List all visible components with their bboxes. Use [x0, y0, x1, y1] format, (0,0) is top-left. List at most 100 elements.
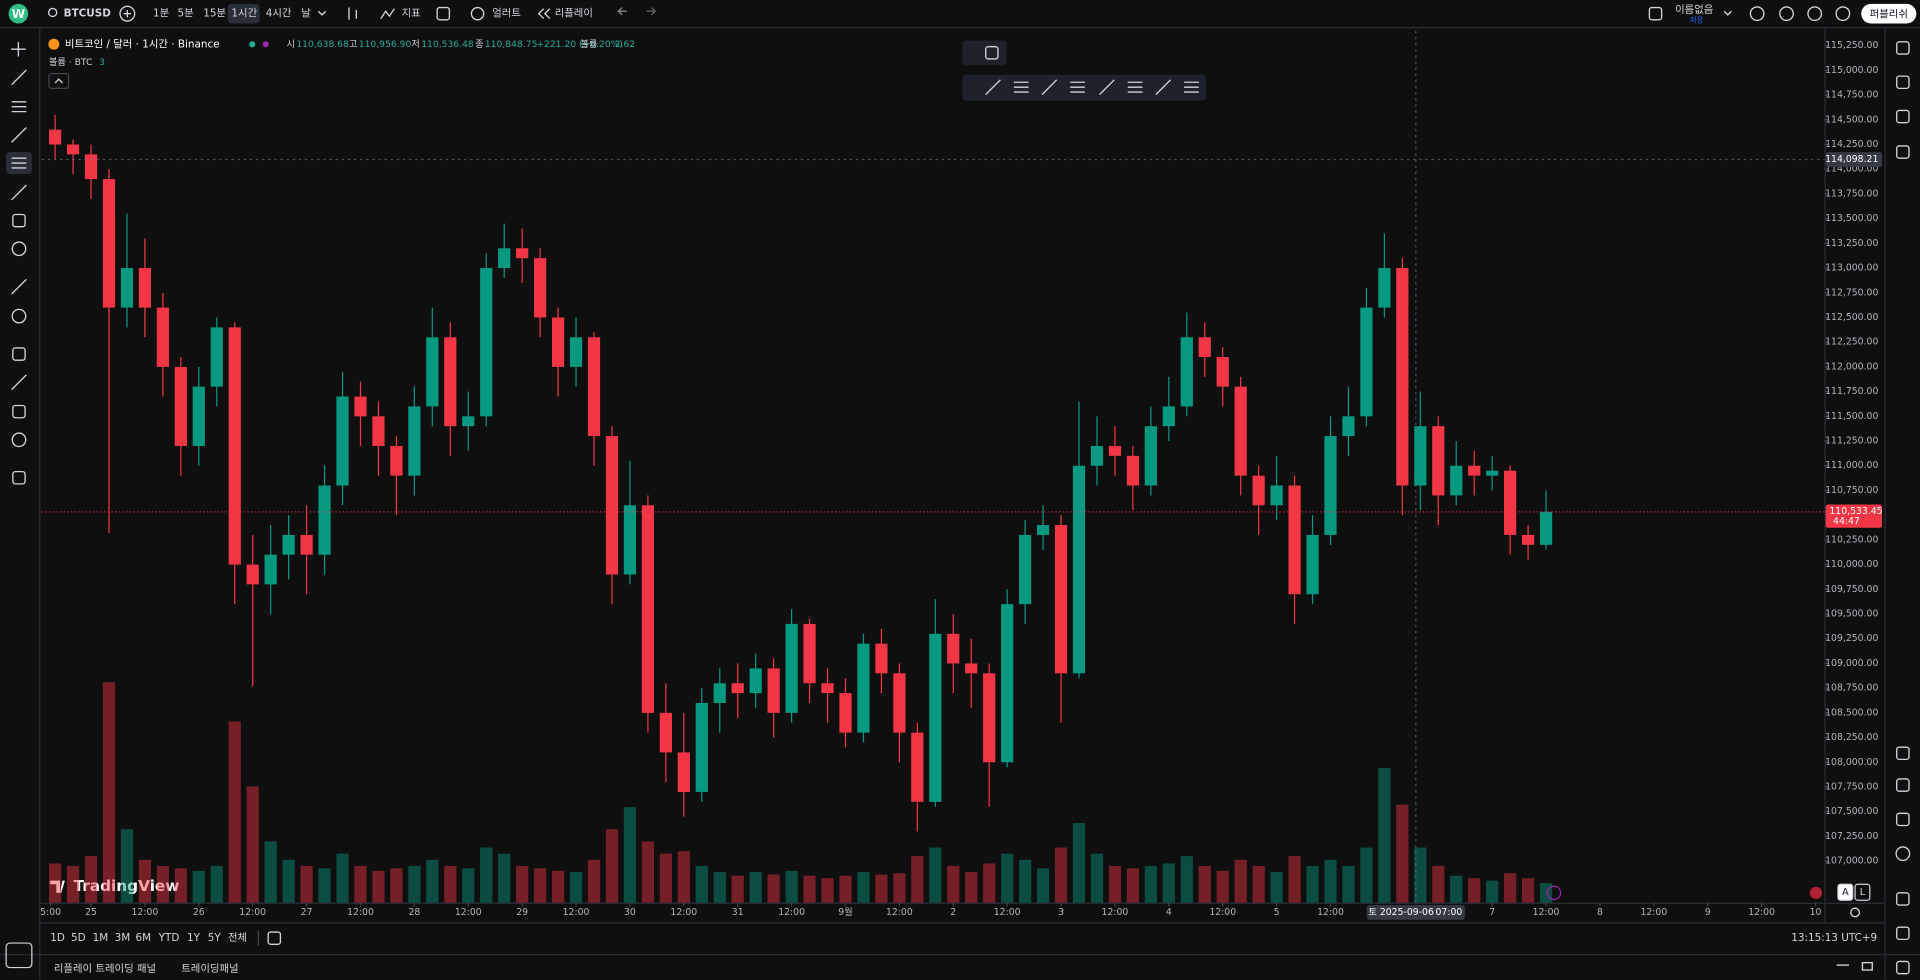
- scale-button-label[interactable]: A: [1842, 887, 1849, 898]
- header-icon[interactable]: [1835, 6, 1851, 22]
- range-button[interactable]: 1M: [93, 932, 109, 944]
- tool-icon[interactable]: [11, 184, 27, 201]
- header-icon[interactable]: [1807, 6, 1823, 22]
- range-button[interactable]: 6M: [135, 932, 151, 944]
- tool-icon[interactable]: [12, 404, 26, 419]
- date-range-button[interactable]: [267, 931, 282, 945]
- sidebar-icon[interactable]: [1896, 145, 1910, 159]
- scale-button[interactable]: [1837, 883, 1854, 901]
- settings-button[interactable]: [1850, 907, 1861, 918]
- tool-icon[interactable]: [11, 101, 27, 113]
- candle-body: [1324, 436, 1337, 535]
- drawing-tool[interactable]: [1184, 81, 1199, 93]
- range-button[interactable]: 5Y: [208, 932, 222, 944]
- layout-icon[interactable]: [1648, 6, 1663, 21]
- tool-icon[interactable]: [12, 347, 26, 361]
- range-button[interactable]: 1Y: [187, 932, 201, 944]
- volume-bar: [641, 841, 655, 903]
- clock[interactable]: 13:15:13 UTC+9: [1791, 932, 1877, 944]
- drawing-tool[interactable]: [1070, 81, 1085, 93]
- sidebar-icon[interactable]: [1896, 75, 1910, 90]
- undo[interactable]: [616, 7, 627, 16]
- publish[interactable]: 퍼블리쉬: [1870, 8, 1908, 20]
- range-button[interactable]: 3M: [115, 932, 131, 944]
- volume-bar: [156, 865, 169, 903]
- interval[interactable]: 날: [301, 8, 311, 20]
- publish-button[interactable]: [1861, 3, 1917, 24]
- candle-body: [1216, 357, 1229, 387]
- redo[interactable]: [646, 7, 657, 16]
- tool-icon[interactable]: [12, 213, 26, 228]
- interval[interactable]: 5분: [178, 8, 195, 20]
- panel-tab[interactable]: 트레이딩패널: [181, 963, 238, 975]
- sidebar-icon[interactable]: [1895, 846, 1911, 862]
- range-button[interactable]: 1D: [50, 932, 65, 944]
- tool-icon[interactable]: [12, 470, 26, 485]
- candle-body: [498, 248, 511, 269]
- sidebar-icon[interactable]: [1896, 926, 1910, 941]
- sidebar-icon[interactable]: [1896, 746, 1910, 761]
- interval[interactable]: 15분: [203, 8, 226, 20]
- layout-chevron[interactable]: [1723, 10, 1732, 16]
- alert-icon[interactable]: [470, 6, 485, 21]
- panel-tab[interactable]: 리플레이 트레이딩 패널: [54, 963, 156, 975]
- drawing-tool[interactable]: [1013, 81, 1029, 93]
- indicators[interactable]: 지표: [402, 8, 422, 20]
- range-button[interactable]: 5D: [71, 932, 86, 944]
- drawing-tool[interactable]: [1155, 79, 1172, 95]
- header-icon[interactable]: [1749, 6, 1765, 22]
- sidebar-icon[interactable]: [1896, 778, 1910, 792]
- drawing-tool[interactable]: [1099, 79, 1115, 95]
- replay-icon[interactable]: [537, 8, 551, 20]
- search-icon[interactable]: [47, 7, 58, 18]
- add-symbol[interactable]: [119, 5, 136, 22]
- interval[interactable]: 1분: [153, 8, 170, 20]
- sidebar-icon[interactable]: [1896, 892, 1910, 906]
- favorites-button[interactable]: [5, 942, 33, 969]
- replay[interactable]: 리플레이: [555, 8, 593, 20]
- tool-icon[interactable]: [11, 432, 27, 448]
- range-button[interactable]: 전체: [228, 932, 247, 944]
- scale-button[interactable]: [1854, 883, 1871, 901]
- sidebar-icon[interactable]: [1896, 41, 1910, 55]
- collapse-legend[interactable]: [48, 73, 70, 89]
- volume-series[interactable]: 볼륨 · BTC: [49, 57, 92, 68]
- tool-icon[interactable]: [11, 374, 27, 391]
- legend-symbol[interactable]: 비트코인 / 달러 · 1시간 · Binance: [65, 38, 220, 50]
- scale-button-label[interactable]: L: [1860, 887, 1866, 898]
- drawing-tool[interactable]: [985, 79, 1001, 95]
- alert[interactable]: 얼러트: [492, 8, 521, 20]
- tool-icon[interactable]: [11, 308, 27, 324]
- sidebar-icon[interactable]: [1896, 812, 1910, 827]
- interval[interactable]: 1시간: [231, 8, 257, 20]
- templates-icon[interactable]: [436, 6, 451, 21]
- tool-icon[interactable]: [11, 241, 27, 257]
- drawing-tool[interactable]: [1127, 81, 1143, 93]
- header-icon[interactable]: [1779, 6, 1794, 22]
- chart-type-icon[interactable]: [348, 7, 357, 20]
- panel-expand[interactable]: [1861, 961, 1873, 971]
- sidebar-icon[interactable]: [1896, 109, 1910, 124]
- ohlc-label: 저: [411, 39, 419, 50]
- toolbar-settings[interactable]: [985, 46, 999, 60]
- layout-name[interactable]: 이름없음: [1675, 3, 1713, 16]
- tool-icon[interactable]: [11, 278, 27, 295]
- symbol-icon: [48, 38, 60, 50]
- interval-chevron[interactable]: [317, 10, 327, 16]
- tool-icon[interactable]: [11, 69, 27, 86]
- volume-label: 볼륨: [580, 39, 597, 50]
- tool-icon[interactable]: [11, 41, 26, 57]
- logo[interactable]: [8, 3, 29, 24]
- drawing-tool[interactable]: [1041, 79, 1058, 95]
- tool-icon[interactable]: [11, 127, 27, 143]
- indicators-icon[interactable]: [380, 8, 395, 19]
- sidebar-icon[interactable]: [1896, 960, 1910, 975]
- tool-icon[interactable]: [11, 157, 27, 169]
- candle-body: [282, 534, 295, 555]
- symbol[interactable]: BTCUSD: [64, 8, 112, 20]
- interval[interactable]: 4시간: [266, 8, 292, 20]
- lightning-button[interactable]: [1546, 885, 1562, 901]
- volume-bar: [767, 874, 780, 903]
- range-button[interactable]: YTD: [158, 932, 180, 944]
